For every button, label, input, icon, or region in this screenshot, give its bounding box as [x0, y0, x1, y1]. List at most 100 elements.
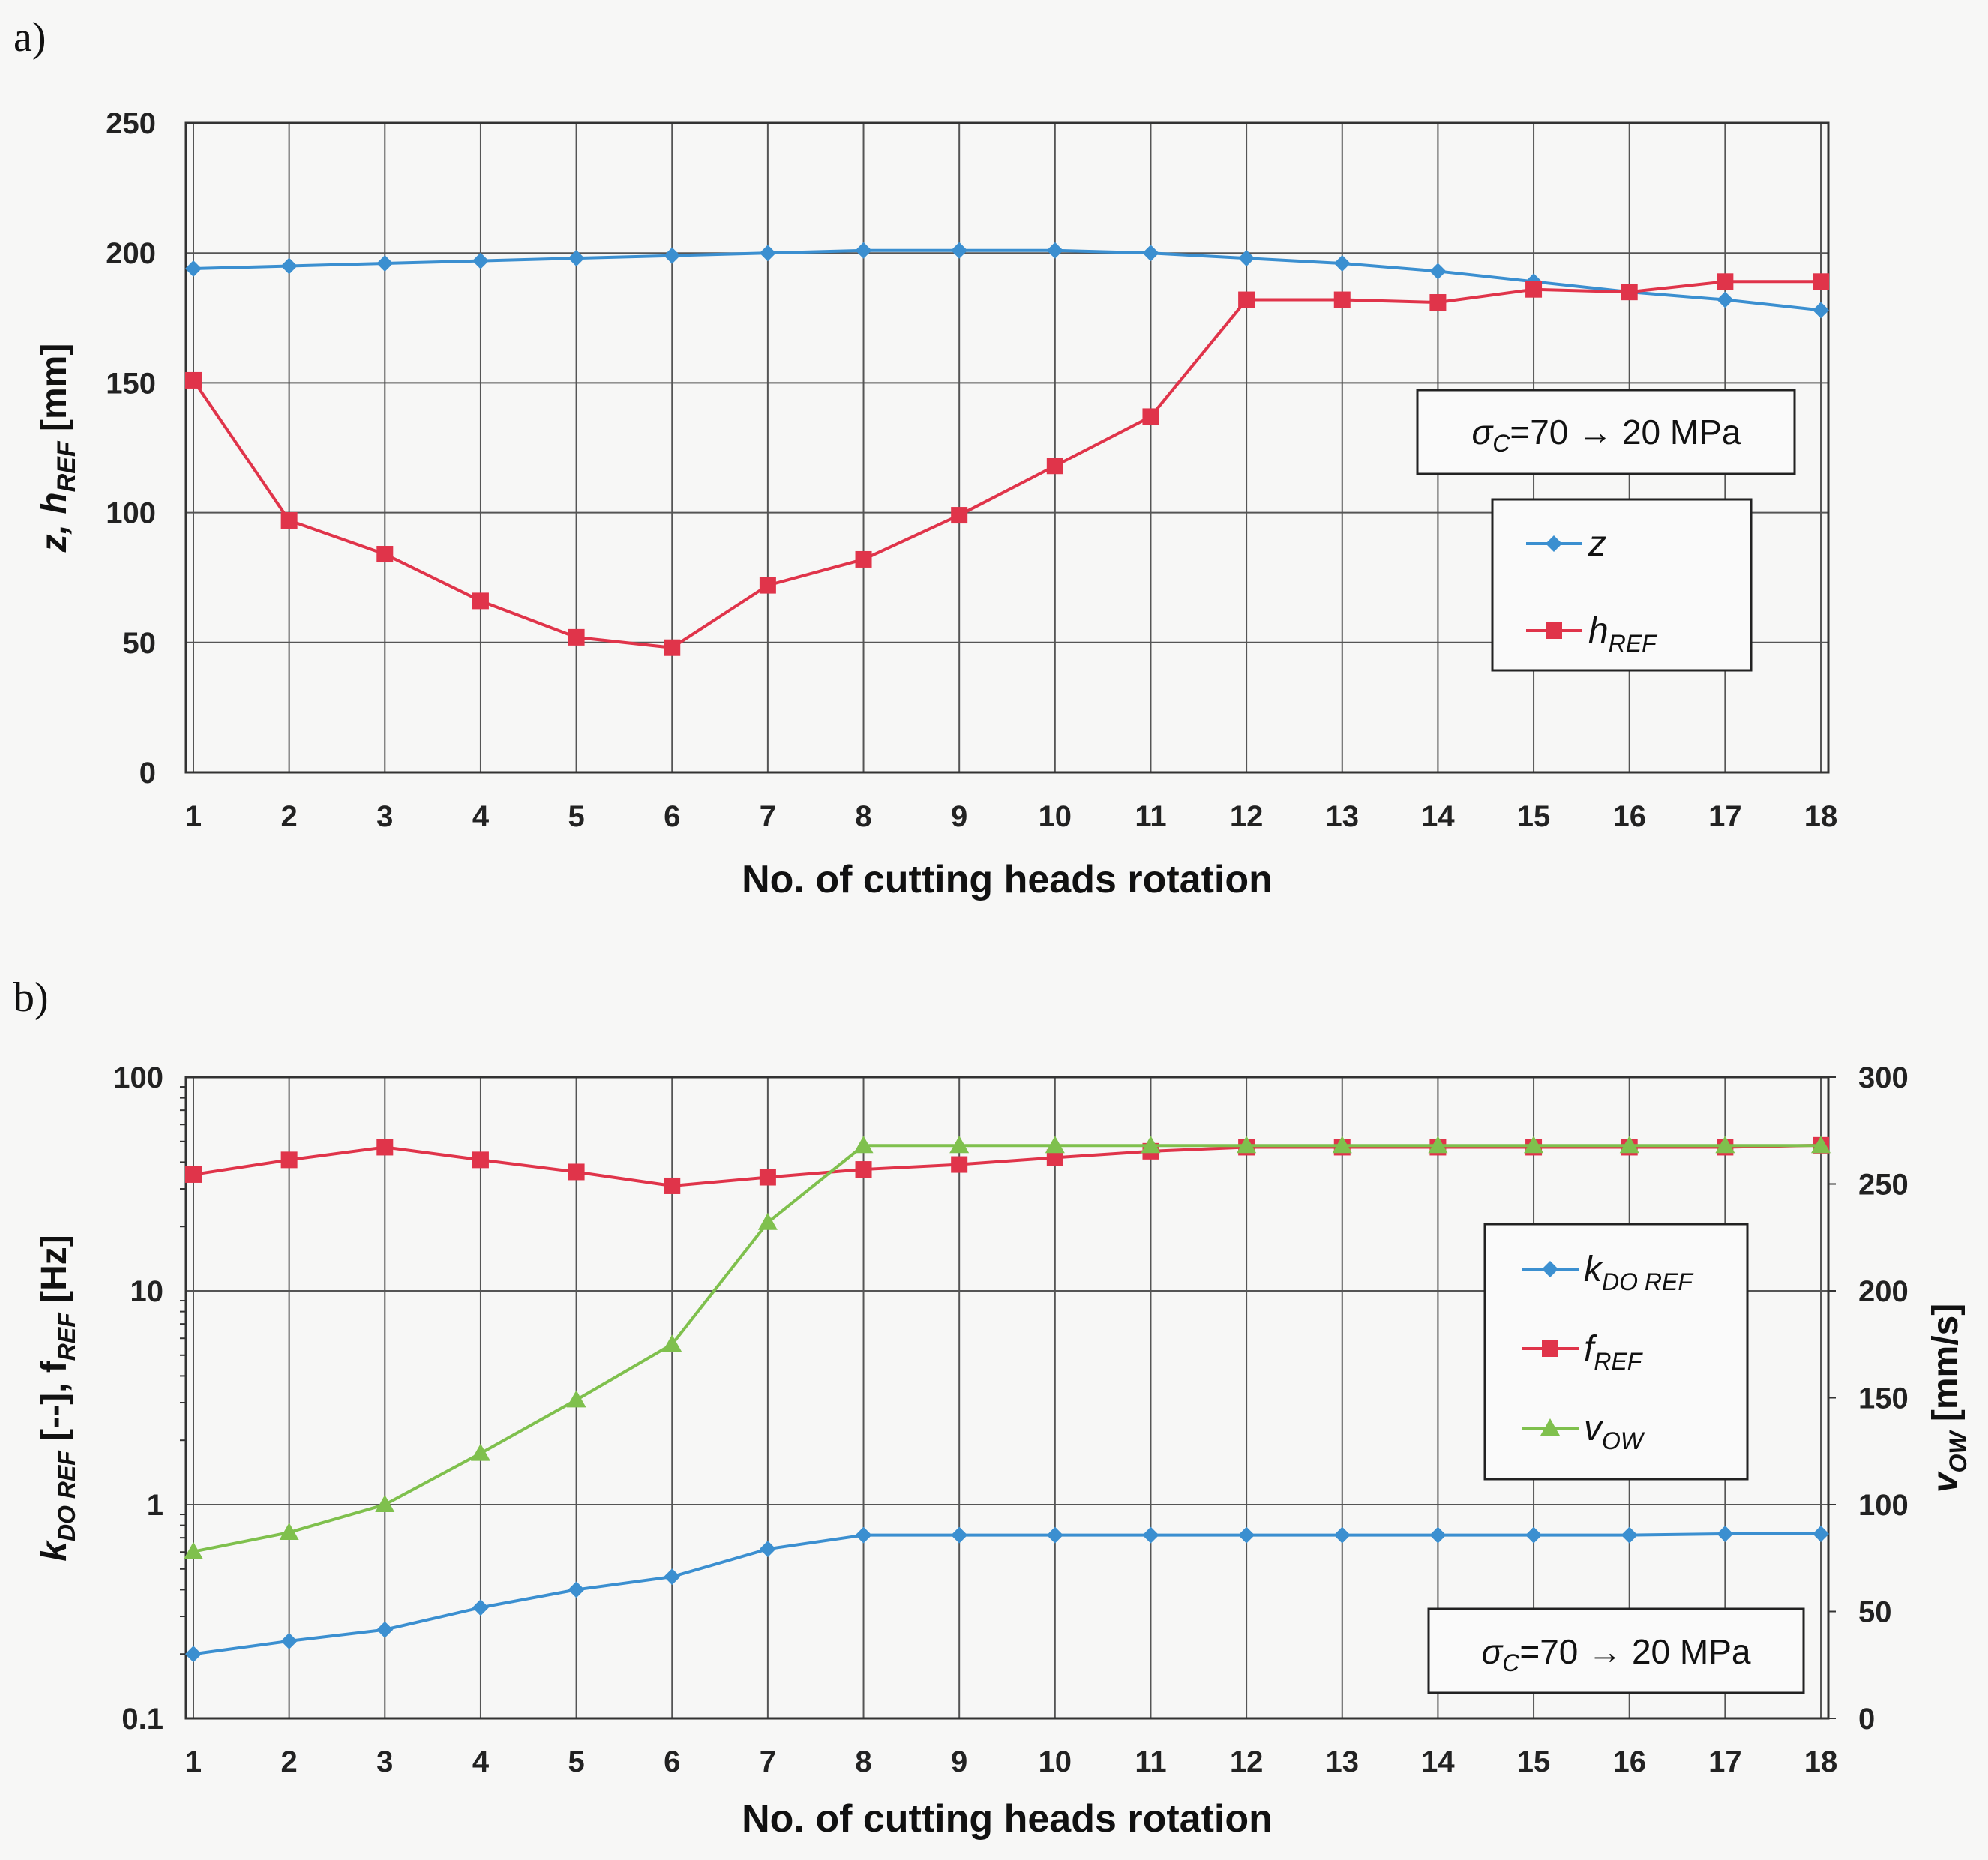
- chart-b-x-tick-label: 15: [1517, 1745, 1551, 1778]
- chart-a-point-z: [951, 242, 968, 259]
- chart-b-x-tick-label: 11: [1135, 1745, 1166, 1778]
- chart-a-point-href: [1525, 280, 1543, 298]
- chart-b-point-v: [1619, 1136, 1639, 1154]
- chart-a-annotation-text: σC=70 → 20 MPa: [1472, 412, 1741, 457]
- chart-b-legend-label: kDO REF: [1584, 1250, 1694, 1295]
- chart-b-point-k: [1621, 1526, 1638, 1544]
- chart-b-point-k: [1717, 1525, 1734, 1542]
- y-axis-title-part: OW: [1945, 1430, 1972, 1473]
- chart-b-point-k: [568, 1581, 585, 1598]
- chart-a-point-z: [1238, 250, 1255, 267]
- chart-b-point-k: [951, 1526, 968, 1544]
- chart-a-point-href: [1429, 294, 1447, 311]
- chart-b-point-f: [185, 1166, 202, 1183]
- chart-a-point-z: [855, 242, 872, 259]
- chart-a-x-axis-title: No. of cutting heads rotation: [742, 858, 1273, 902]
- chart-a-point-href: [759, 577, 776, 594]
- chart-b-point-k: [1429, 1526, 1447, 1544]
- panel-label-a: a): [13, 14, 46, 61]
- chart-a-x-tick-label: 7: [760, 800, 776, 833]
- chart-a-legend-marker: [1546, 622, 1562, 639]
- chart-b-left-y-tick-label: 100: [113, 1061, 163, 1094]
- chart-b-x-tick-label: 5: [568, 1745, 584, 1778]
- chart-a-point-z: [185, 260, 202, 277]
- chart-a-x-tick-label: 5: [568, 800, 584, 833]
- chart-a-x-tick-label: 18: [1804, 800, 1838, 833]
- y-axis-title-part: v: [1926, 1471, 1966, 1492]
- chart-a-x-tick-label: 14: [1421, 800, 1455, 833]
- chart-a-y-tick-label: 150: [106, 367, 156, 400]
- chart-b-point-k: [376, 1621, 394, 1638]
- y-axis-title-part: k: [34, 1540, 74, 1562]
- panel-label-b: b): [13, 974, 49, 1021]
- chart-b-point-v: [1811, 1136, 1831, 1154]
- chart-b-line-k: [193, 1532, 1821, 1656]
- chart-a-point-href: [1717, 273, 1734, 290]
- y-axis-title-part: REF: [53, 1312, 80, 1360]
- chart-b-right-y-tick-label: 300: [1858, 1061, 1909, 1094]
- chart-a-x-tick-label: 13: [1326, 800, 1360, 833]
- chart-a-point-z: [664, 247, 681, 264]
- chart-b-point-k: [855, 1526, 872, 1544]
- chart-b-x-tick-label: 2: [281, 1745, 298, 1778]
- chart-b-right-y-tick-label: 200: [1858, 1275, 1909, 1308]
- chart-a-series-h: [185, 273, 1829, 656]
- chart-b-point-v: [470, 1443, 490, 1461]
- chart-a-y-tick-label: 0: [139, 757, 156, 790]
- chart-b-series-k: [185, 1525, 1829, 1663]
- chart-b-point-v: [279, 1522, 299, 1540]
- chart-a-legend-label: hREF: [1588, 611, 1658, 657]
- chart-b-point-f: [1046, 1149, 1063, 1166]
- chart-a-point-href: [1142, 408, 1159, 425]
- y-axis-title-part: DO REF: [53, 1450, 80, 1541]
- chart-b-annotation: σC=70 → 20 MPa: [1427, 1607, 1805, 1694]
- chart-a-x-ticks: 1 2 3 4 5 6 7 8 9 10 11 12 13 14 15 16 17 18: [185, 800, 1837, 833]
- chart-a-series: [185, 242, 1829, 656]
- chart-a-line-z: [193, 248, 1822, 312]
- chart-a-legend-marker: [1546, 536, 1562, 552]
- chart-a-x-tick-label: 15: [1517, 800, 1551, 833]
- chart-a-annotation-box: [1416, 388, 1796, 476]
- chart-b-right-y-tick-label: 150: [1858, 1382, 1909, 1415]
- chart-b-point-k: [1046, 1526, 1063, 1544]
- chart-a-point-href: [1621, 284, 1638, 301]
- chart-b-x-tick-label: 7: [760, 1745, 776, 1778]
- chart-b-point-k: [472, 1599, 489, 1616]
- chart-a-annotation: σC=70 → 20 MPa: [1416, 388, 1796, 476]
- chart-a-point-z: [1142, 244, 1159, 262]
- chart-b-line-v: [193, 1144, 1821, 1553]
- chart-b-right-y-tick-label: 250: [1858, 1168, 1909, 1202]
- chart-b-point-k: [185, 1646, 202, 1663]
- chart-b-point-v: [1428, 1136, 1448, 1154]
- chart-a-point-href: [1333, 291, 1351, 308]
- chart-b-point-k: [1813, 1525, 1829, 1542]
- chart-b-series-v: [184, 1136, 1831, 1559]
- chart-b-point-k: [280, 1632, 298, 1649]
- chart-b-annotation-text: σC=70 → 20 MPa: [1482, 1632, 1751, 1676]
- chart-b-x-tick-label: 1: [185, 1745, 202, 1778]
- chart-b-point-v: [1524, 1136, 1544, 1154]
- chart-b-line-f: [193, 1143, 1822, 1187]
- chart-b-legend-sub: DO REF: [1602, 1268, 1694, 1295]
- chart-b-annotation-box: [1427, 1607, 1805, 1694]
- chart-a-y-tick-label: 250: [106, 107, 156, 140]
- chart-a-line-href: [192, 280, 1821, 650]
- chart-b-point-f: [376, 1138, 394, 1156]
- chart-a-point-href: [472, 592, 489, 610]
- chart-a-series-z: [185, 242, 1829, 319]
- chart-a-point-z: [759, 244, 776, 262]
- chart-b-left-y-tick-label: 1: [147, 1489, 163, 1522]
- chart-b-x-tick-label: 12: [1230, 1745, 1264, 1778]
- chart-a-point-href: [1046, 458, 1063, 475]
- chart-b-x-tick-label: 14: [1421, 1745, 1455, 1778]
- y-axis-title-part: [mm/s]: [1926, 1304, 1966, 1432]
- chart-a-x-tick-label: 16: [1612, 800, 1646, 833]
- chart-a-point-href: [664, 639, 681, 656]
- chart-b-x-tick-label: 4: [472, 1745, 490, 1778]
- chart-b-right-y-tick-label: 100: [1858, 1489, 1909, 1522]
- chart-b-left-y-tick-label: 0.1: [121, 1702, 163, 1736]
- chart-a-point-href: [280, 512, 298, 529]
